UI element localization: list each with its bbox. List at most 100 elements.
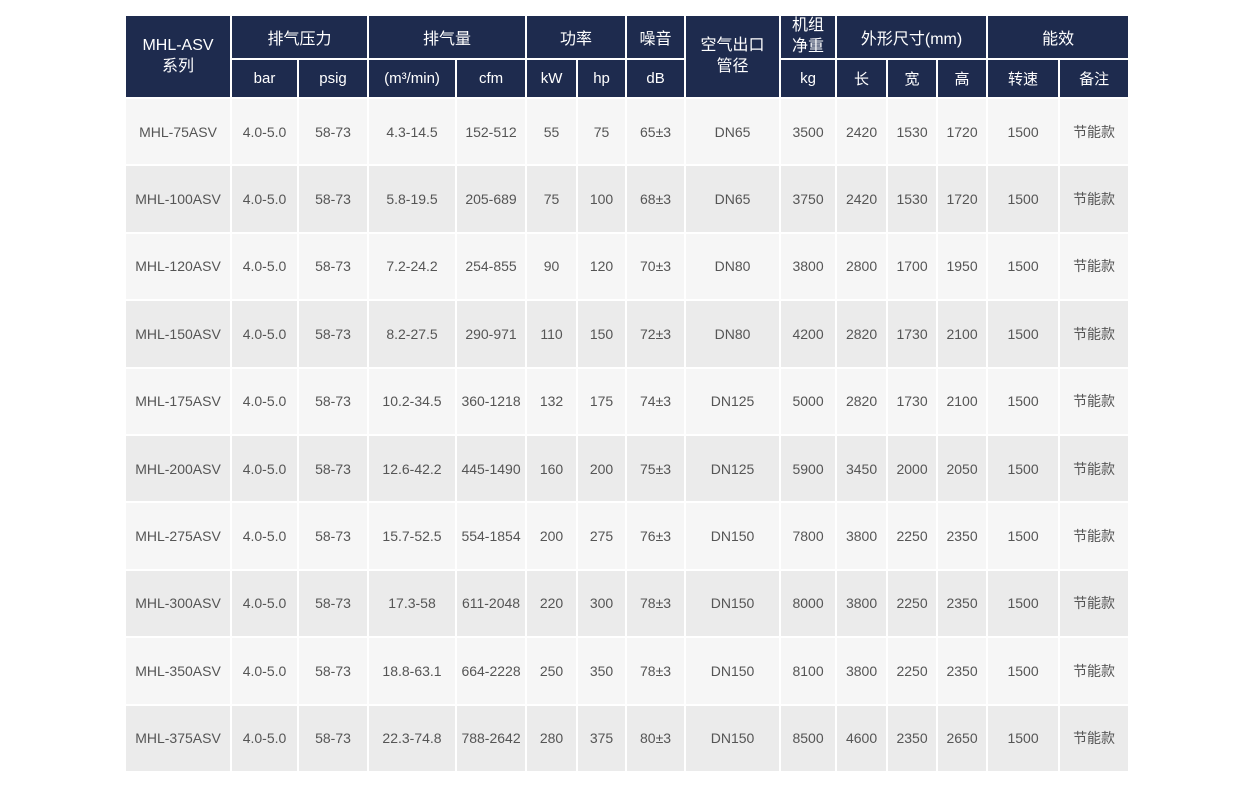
value-cell: 2350 [936, 501, 989, 571]
value-cell: 75±3 [625, 433, 687, 504]
value-cell: DN80 [684, 231, 782, 302]
header-kg: kg [779, 58, 838, 99]
header-kw: kW [525, 58, 579, 99]
value-cell: 4.3-14.5 [367, 96, 458, 167]
value-cell: 3750 [779, 164, 838, 234]
value-cell: 22.3-74.8 [367, 703, 458, 773]
value-cell: 18.8-63.1 [367, 636, 458, 706]
value-cell: 160 [525, 433, 579, 504]
value-cell: 2000 [886, 433, 939, 504]
table-row: MHL-350ASV 4.0-5.0 58-73 18.8-63.1 664-2228 2… [124, 636, 1131, 706]
header-row-groups: MHL-ASV 系列 排气压力 排气量 功率 噪音 空气出口 管径 机组 净重 … [124, 14, 1131, 99]
value-cell: 1720 [936, 164, 989, 234]
value-cell: 节能款 [1058, 96, 1131, 167]
value-cell: 1500 [986, 501, 1061, 571]
header-outlet-line2: 管径 [716, 57, 749, 75]
model-cell: MHL-275ASV [124, 501, 232, 571]
value-cell: 152-512 [455, 96, 528, 167]
value-cell: 1700 [886, 231, 939, 302]
value-cell: 3800 [835, 568, 889, 639]
value-cell: 1950 [936, 231, 989, 302]
spec-table-body: MHL-75ASV 4.0-5.0 58-73 4.3-14.5 152-512 55 75… [124, 96, 1131, 773]
value-cell: 2100 [936, 366, 989, 436]
value-cell: 1500 [986, 366, 1061, 436]
value-cell: 5000 [779, 366, 838, 436]
value-cell: 2100 [936, 299, 989, 369]
model-cell: MHL-75ASV [124, 96, 232, 167]
value-cell: 4200 [779, 299, 838, 369]
value-cell: 2350 [886, 703, 939, 773]
value-cell: 254-855 [455, 231, 528, 302]
value-cell: 7.2-24.2 [367, 231, 458, 302]
value-cell: 70±3 [625, 231, 687, 302]
header-weight-line2: 净重 [792, 38, 825, 55]
value-cell: 2250 [886, 501, 939, 571]
table-row: MHL-300ASV 4.0-5.0 58-73 17.3-58 611-2048 220… [124, 568, 1131, 639]
value-cell: 15.7-52.5 [367, 501, 458, 571]
value-cell: 68±3 [625, 164, 687, 234]
value-cell: 1500 [986, 164, 1061, 234]
value-cell: 58-73 [296, 299, 370, 369]
value-cell: 150 [576, 299, 628, 369]
value-cell: 4.0-5.0 [230, 164, 299, 234]
header-weight-group: 机组 净重 [779, 14, 838, 60]
value-cell: 8.2-27.5 [367, 299, 458, 369]
header-series-line1: MHL-ASV [142, 36, 214, 54]
header-flow-group: 排气量 [367, 14, 528, 60]
value-cell: 4.0-5.0 [230, 299, 299, 369]
header-remark: 备注 [1058, 58, 1131, 99]
header-speed: 转速 [986, 58, 1061, 99]
value-cell: 4.0-5.0 [230, 568, 299, 639]
value-cell: 2420 [835, 164, 889, 234]
value-cell: 200 [576, 433, 628, 504]
table-row: MHL-120ASV 4.0-5.0 58-73 7.2-24.2 254-855 90 1… [124, 231, 1131, 302]
header-outlet: 空气出口 管径 [684, 14, 782, 99]
value-cell: 290-971 [455, 299, 528, 369]
value-cell: 2800 [835, 231, 889, 302]
value-cell: 220 [525, 568, 579, 639]
value-cell: 10.2-34.5 [367, 366, 458, 436]
value-cell: 80±3 [625, 703, 687, 773]
value-cell: 节能款 [1058, 366, 1131, 436]
value-cell: 280 [525, 703, 579, 773]
value-cell: 4.0-5.0 [230, 636, 299, 706]
value-cell: 2050 [936, 433, 989, 504]
table-row: MHL-200ASV 4.0-5.0 58-73 12.6-42.2 445-1490 1… [124, 433, 1131, 504]
value-cell: 4.0-5.0 [230, 231, 299, 302]
value-cell: 3500 [779, 96, 838, 167]
value-cell: DN150 [684, 636, 782, 706]
value-cell: 120 [576, 231, 628, 302]
value-cell: 节能款 [1058, 703, 1131, 773]
value-cell: 节能款 [1058, 568, 1131, 639]
value-cell: 4600 [835, 703, 889, 773]
header-series-line2: 系列 [161, 57, 194, 75]
value-cell: 554-1854 [455, 501, 528, 571]
value-cell: 78±3 [625, 636, 687, 706]
value-cell: 74±3 [625, 366, 687, 436]
value-cell: 1500 [986, 299, 1061, 369]
value-cell: 788-2642 [455, 703, 528, 773]
value-cell: DN65 [684, 164, 782, 234]
value-cell: 2250 [886, 568, 939, 639]
value-cell: 1500 [986, 433, 1061, 504]
value-cell: 1500 [986, 636, 1061, 706]
value-cell: 8000 [779, 568, 838, 639]
table-row: MHL-175ASV 4.0-5.0 58-73 10.2-34.5 360-1218 1… [124, 366, 1131, 436]
model-cell: MHL-150ASV [124, 299, 232, 369]
value-cell: 58-73 [296, 433, 370, 504]
value-cell: 7800 [779, 501, 838, 571]
value-cell: 58-73 [296, 164, 370, 234]
value-cell: 12.6-42.2 [367, 433, 458, 504]
value-cell: 205-689 [455, 164, 528, 234]
value-cell: 4.0-5.0 [230, 433, 299, 504]
value-cell: DN125 [684, 433, 782, 504]
value-cell: 17.3-58 [367, 568, 458, 639]
value-cell: 8500 [779, 703, 838, 773]
value-cell: 1500 [986, 231, 1061, 302]
value-cell: 55 [525, 96, 579, 167]
value-cell: 611-2048 [455, 568, 528, 639]
value-cell: 58-73 [296, 96, 370, 167]
value-cell: 76±3 [625, 501, 687, 571]
value-cell: 110 [525, 299, 579, 369]
model-cell: MHL-100ASV [124, 164, 232, 234]
